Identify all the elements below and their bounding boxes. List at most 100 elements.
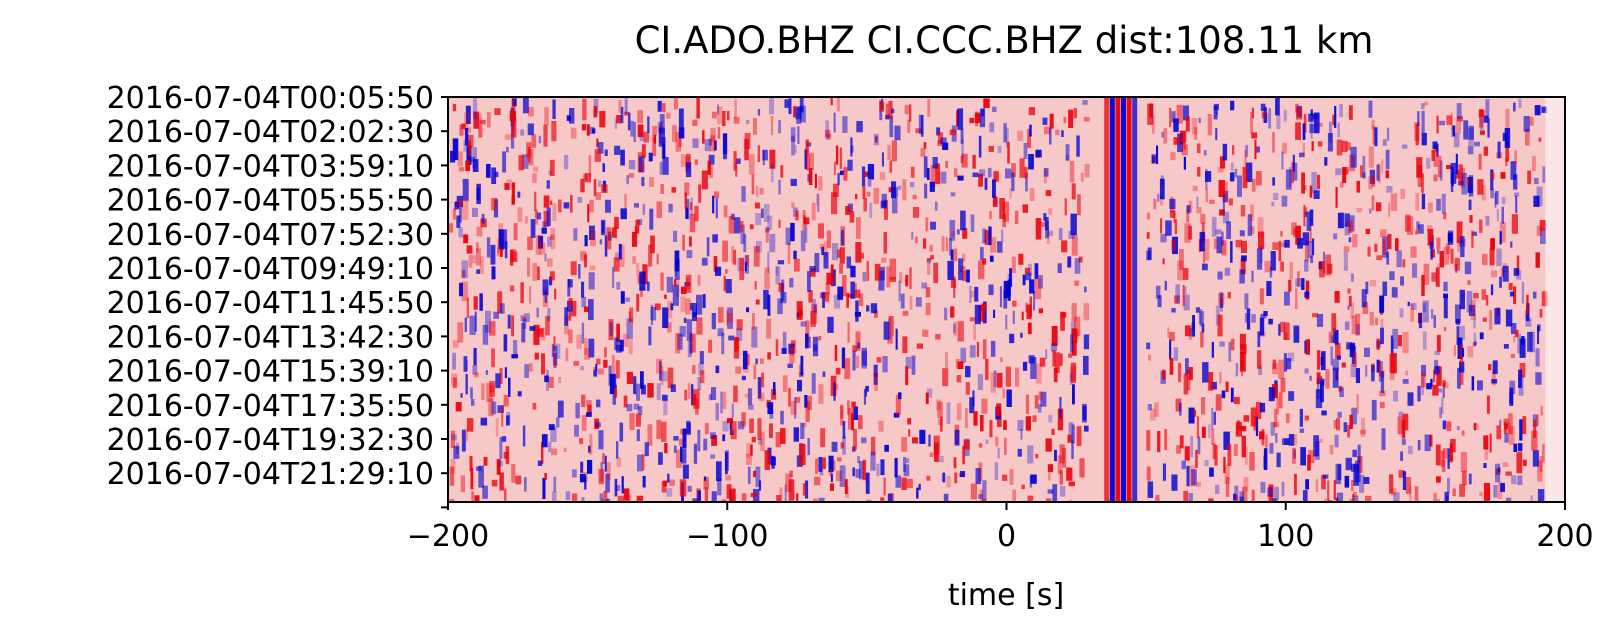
- noise-streak: [694, 159, 698, 165]
- noise-streak: [953, 276, 956, 298]
- noise-streak: [737, 421, 745, 430]
- y-tick-label: 2016-07-04T15:39:10: [107, 355, 434, 390]
- noise-streak: [1007, 274, 1012, 284]
- noise-streak: [1256, 350, 1262, 369]
- noise-streak: [1053, 367, 1058, 383]
- noise-streak: [1362, 155, 1366, 178]
- noise-streak: [1359, 429, 1366, 435]
- noise-streak: [532, 403, 537, 410]
- noise-streak: [835, 470, 842, 482]
- noise-streak: [707, 160, 711, 175]
- noise-streak: [471, 491, 475, 502]
- noise-streak: [1471, 230, 1474, 248]
- noise-streak: [1045, 190, 1052, 197]
- noise-streak: [618, 243, 622, 260]
- noise-streak: [879, 266, 885, 281]
- noise-streak: [902, 336, 908, 354]
- noise-streak: [1233, 493, 1237, 501]
- noise-streak: [459, 124, 464, 136]
- noise-streak: [648, 244, 653, 267]
- x-tick-label: −100: [686, 519, 768, 554]
- noise-streak: [744, 138, 749, 161]
- noise-streak: [993, 370, 997, 387]
- noise-streak: [489, 385, 495, 393]
- noise-streak: [865, 391, 868, 397]
- noise-streak: [710, 127, 716, 143]
- noise-streak: [805, 401, 810, 422]
- noise-streak: [1060, 485, 1066, 497]
- noise-streak: [1284, 239, 1290, 248]
- noise-streak: [1189, 325, 1192, 340]
- noise-streak: [1371, 175, 1376, 187]
- noise-streak: [1051, 326, 1058, 346]
- noise-streak: [1218, 180, 1225, 198]
- noise-streak: [633, 376, 637, 395]
- noise-streak: [1460, 451, 1468, 473]
- noise-streak: [628, 173, 635, 178]
- noise-streak: [597, 180, 602, 187]
- noise-streak: [1224, 181, 1228, 202]
- noise-streak: [1270, 251, 1276, 271]
- noise-streak: [1191, 117, 1198, 135]
- noise-streak: [549, 276, 553, 286]
- noise-streak: [1028, 107, 1036, 116]
- noise-streak: [818, 335, 822, 341]
- noise-streak: [1451, 128, 1454, 137]
- noise-streak: [549, 200, 553, 205]
- noise-streak: [598, 368, 604, 375]
- noise-streak: [1213, 105, 1218, 120]
- noise-streak: [473, 296, 478, 310]
- noise-streak: [580, 178, 585, 193]
- noise-streak: [580, 461, 584, 473]
- noise-streak: [661, 421, 667, 442]
- noise-streak: [1421, 372, 1426, 388]
- noise-streak: [1335, 463, 1342, 485]
- noise-streak: [974, 304, 981, 325]
- noise-streak: [674, 279, 677, 287]
- noise-streak: [623, 488, 630, 501]
- noise-streak: [621, 476, 624, 494]
- noise-streak: [744, 133, 751, 149]
- noise-streak: [1069, 160, 1075, 183]
- noise-streak: [622, 333, 629, 347]
- noise-streak: [632, 231, 638, 247]
- noise-streak: [882, 356, 888, 373]
- noise-streak: [1186, 465, 1190, 487]
- noise-streak: [1349, 414, 1353, 430]
- noise-streak: [1079, 458, 1085, 478]
- noise-streak: [1011, 172, 1015, 192]
- noise-streak: [499, 472, 504, 491]
- noise-streak: [722, 240, 728, 262]
- noise-streak: [1490, 284, 1494, 296]
- noise-streak: [498, 460, 503, 467]
- noise-streak: [1333, 328, 1336, 343]
- noise-streak: [539, 242, 546, 255]
- noise-streak: [928, 434, 931, 447]
- noise-streak: [1458, 164, 1463, 185]
- noise-streak: [1215, 394, 1222, 411]
- noise-streak: [862, 459, 867, 481]
- noise-streak: [949, 219, 956, 241]
- noise-streak: [790, 222, 795, 242]
- noise-streak: [1211, 407, 1214, 430]
- noise-streak: [1233, 444, 1238, 456]
- noise-streak: [717, 478, 722, 496]
- noise-streak: [863, 389, 866, 405]
- noise-streak: [1355, 313, 1361, 336]
- noise-streak: [470, 398, 475, 406]
- noise-streak: [800, 321, 807, 327]
- noise-streak: [1174, 295, 1180, 304]
- noise-streak: [1501, 196, 1506, 205]
- noise-streak: [956, 403, 962, 421]
- noise-streak: [478, 465, 484, 488]
- noise-streak: [1289, 261, 1293, 280]
- noise-streak: [736, 319, 743, 331]
- noise-streak: [884, 444, 889, 452]
- noise-streak: [869, 202, 873, 218]
- noise-streak: [1441, 459, 1446, 473]
- noise-streak: [542, 221, 547, 231]
- noise-streak: [840, 404, 844, 426]
- noise-streak: [1526, 294, 1529, 315]
- noise-streak: [717, 106, 723, 125]
- noise-streak: [920, 148, 926, 157]
